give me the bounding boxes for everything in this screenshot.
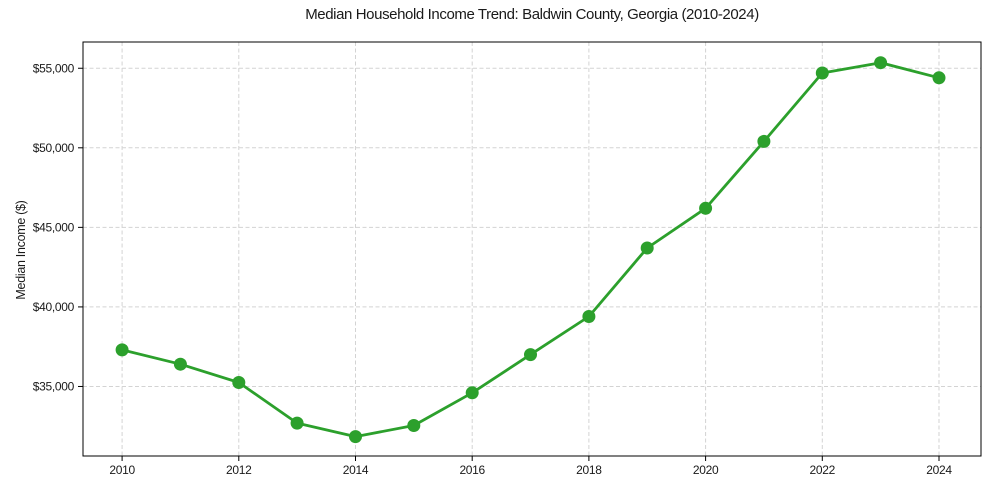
x-tick-label: 2024 <box>926 463 952 477</box>
data-point <box>465 386 479 400</box>
x-tick-label: 2016 <box>459 463 485 477</box>
x-tick-label: 2018 <box>576 463 602 477</box>
data-point <box>932 71 946 85</box>
x-tick-label: 2012 <box>226 463 252 477</box>
x-tick-label: 2020 <box>693 463 719 477</box>
data-point <box>232 376 246 389</box>
y-tick-label: $45,000 <box>33 220 75 234</box>
y-tick-label: $40,000 <box>33 300 75 314</box>
data-point <box>582 310 596 323</box>
data-point <box>699 201 713 215</box>
y-tick-label: $50,000 <box>33 141 75 155</box>
x-tick-label: 2022 <box>810 463 836 477</box>
data-point <box>815 66 829 80</box>
gridlines <box>83 42 981 456</box>
data-point <box>290 416 304 430</box>
data-point <box>115 343 129 357</box>
data-point <box>757 134 771 148</box>
tick-labels: 2010 2012 2014 2016 2018 2020 2022 2024 $35,000 $… <box>33 61 953 477</box>
x-tick-label: 2014 <box>343 463 369 477</box>
data-point <box>874 56 888 70</box>
data-point <box>407 419 421 432</box>
y-tick-label: $35,000 <box>33 379 75 393</box>
data-point <box>640 241 654 255</box>
axis-ticks <box>78 67 940 461</box>
y-tick-label: $55,000 <box>33 61 75 75</box>
data-point-markers <box>115 56 946 444</box>
data-point <box>524 348 537 362</box>
chart-title: Median Household Income Trend: Baldwin C… <box>305 6 759 23</box>
data-point <box>349 430 362 444</box>
x-tick-label: 2010 <box>109 463 135 477</box>
data-point <box>173 357 187 371</box>
plot-frame <box>82 41 982 457</box>
